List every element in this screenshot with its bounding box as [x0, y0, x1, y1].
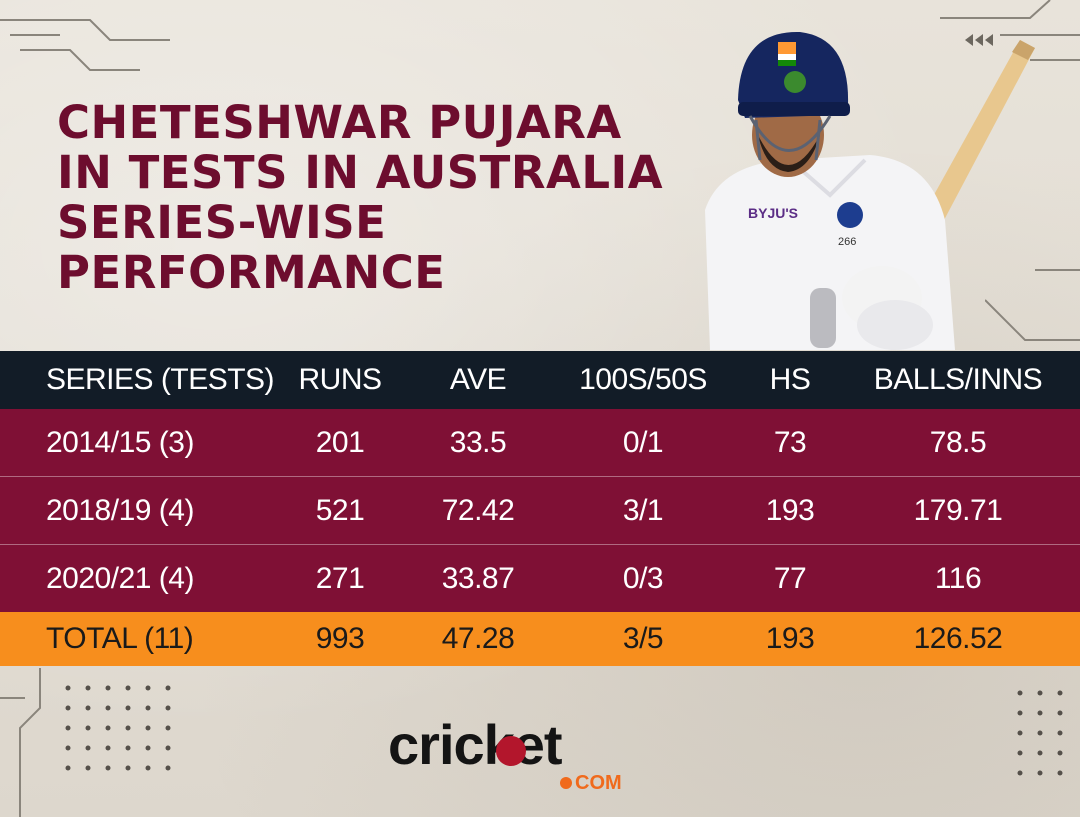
series-cell: 2020/21 (4) — [46, 561, 194, 595]
logo-wordmark: cricket — [388, 713, 563, 776]
total-balls-per-innings-cell: 126.52 — [913, 622, 1003, 655]
header-balls-per-innings: BALLS/INNS — [873, 363, 1043, 396]
logo-dot-icon — [560, 777, 572, 789]
stats-table: SERIES (TESTS) RUNS AVE 100S/50S HS BALL… — [0, 351, 1080, 666]
total-runs-cell: 993 — [315, 622, 365, 655]
header-series: SERIES (TESTS) — [46, 363, 275, 396]
average-cell: 33.87 — [441, 561, 515, 595]
title-line-4: PERFORMANCE — [57, 246, 446, 299]
balls-per-innings-cell: 78.5 — [929, 425, 987, 459]
circuit-decoration-bottom-left — [0, 668, 171, 817]
circuit-decoration-bottom-right — [1017, 690, 1063, 776]
page-title: CHETESHWAR PUJARA IN TESTS IN AUSTRALIA … — [57, 98, 663, 298]
hundreds-fifties-cell: 3/1 — [622, 493, 664, 527]
highest-score-cell: 77 — [773, 561, 807, 595]
svg-text:BYJU'S: BYJU'S — [748, 205, 798, 221]
total-hundreds-fifties-cell: 3/5 — [622, 622, 664, 655]
logo-suffix: COM — [575, 772, 622, 794]
table-row: 2018/19 (4) 521 72.42 3/1 193 179.71 — [0, 477, 1080, 545]
circuit-decoration-top-right — [940, 0, 1080, 61]
balls-per-innings-cell: 179.71 — [913, 493, 1003, 527]
total-series-cell: TOTAL (11) — [46, 622, 194, 655]
total-highest-score-cell: 193 — [765, 622, 815, 655]
svg-text:266: 266 — [838, 236, 856, 248]
title-line-2: IN TESTS IN AUSTRALIA — [57, 146, 664, 199]
total-average-cell: 47.28 — [441, 622, 515, 655]
cricketer-photo: BYJU'S 266 — [705, 31, 1035, 350]
title-line-3: SERIES-WISE — [57, 196, 387, 249]
table-header-row: SERIES (TESTS) RUNS AVE 100S/50S HS BALL… — [0, 351, 1080, 409]
average-cell: 72.42 — [441, 493, 515, 527]
header-highest-score: HS — [769, 363, 811, 396]
circuit-decoration-top-left — [0, 19, 170, 71]
series-cell: 2014/15 (3) — [46, 425, 194, 459]
header-runs: RUNS — [298, 363, 382, 396]
title-line-1: CHETESHWAR PUJARA — [57, 96, 622, 149]
series-cell: 2018/19 (4) — [46, 493, 194, 527]
hundreds-fifties-cell: 0/1 — [622, 425, 664, 459]
cricket-com-logo: cricket COM — [388, 712, 658, 802]
average-cell: 33.5 — [449, 425, 507, 459]
runs-cell: 521 — [315, 493, 365, 527]
runs-cell: 201 — [315, 425, 365, 459]
header-average: AVE — [449, 363, 507, 396]
highest-score-cell: 193 — [765, 493, 815, 527]
table-total-row: TOTAL (11) 993 47.28 3/5 193 126.52 — [0, 612, 1080, 666]
table-row: 2020/21 (4) 271 33.87 0/3 77 116 — [0, 545, 1080, 612]
header-hundreds-fifties: 100S/50S — [579, 363, 707, 396]
hundreds-fifties-cell: 0/3 — [622, 561, 664, 595]
circuit-decoration-right — [985, 269, 1080, 341]
highest-score-cell: 73 — [773, 425, 807, 459]
table-row: 2014/15 (3) 201 33.5 0/1 73 78.5 — [0, 409, 1080, 477]
balls-per-innings-cell: 116 — [934, 561, 982, 595]
runs-cell: 271 — [315, 561, 365, 595]
cricket-ball-icon — [496, 736, 526, 766]
